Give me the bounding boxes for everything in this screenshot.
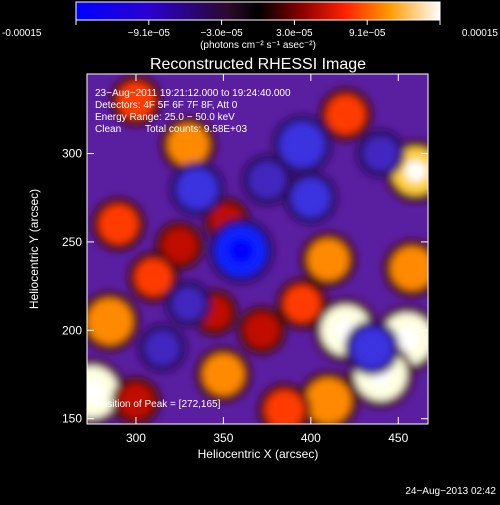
y-axis-label: Heliocentric Y (arcsec) [27,189,41,309]
colorbar-tick-label: 9.1e−05 [349,28,386,39]
heatmap-positive-source [307,238,349,281]
heatmap-positive-source [283,285,321,323]
annotation-clean: Clean [95,124,121,135]
heatmap-source-core [229,239,253,263]
heatmap-negative-source [291,178,331,218]
heatmap-positive-source [390,246,428,291]
heatmap-positive-source [305,378,352,424]
heatmap-positive-source [326,95,366,135]
footer-date: 24−Aug−2013 02:42 [405,486,496,497]
x-tick-label: 350 [213,431,233,445]
colorbar-units-label: (photons cm⁻² s⁻¹ asec⁻²) [200,40,316,51]
y-tick-label: 150 [62,412,82,426]
heatmap-positive-source [118,383,154,419]
colorbar-tick-label: -0.00015 [2,28,42,39]
heatmap-positive-source [167,124,210,166]
heatmap-negative-source [144,330,180,366]
heatmap-image [87,74,428,424]
heatmap-negative-source [248,161,286,199]
heatmap-positive-source [134,258,172,296]
plot-frame [86,73,429,425]
heatmap-positive-source [162,227,198,263]
x-tick-label: 450 [388,431,408,445]
x-tick-label: 300 [126,431,146,445]
y-tick-label: 300 [62,147,82,161]
x-axis-ticks: 300 350 400 450 [126,74,409,445]
annotation-detectors: Detectors: 4F 5F 6F 7F 8F, Att 0 [95,100,238,111]
heatmap-negative-source [351,327,393,369]
heatmap-negative-source [176,168,218,210]
colorbar-tick-label: −9.1e−05 [128,28,171,39]
heatmap-source-core [405,160,427,182]
heatmap-negative-source [363,136,399,172]
annotation-time-range: 23−Aug−2011 19:21:12.000 to 19:24:40.000 [95,88,291,99]
heatmap-positive-source [117,81,155,120]
annotation-energy: Energy Range: 25.0 − 50.0 keV [95,112,235,123]
annotation-peak: Position of Peak = [272,165] [95,399,221,410]
x-tick-label: 400 [301,431,321,445]
colorbar-tick-label: −3.0e−05 [200,28,243,39]
x-axis-label: Heliocentric X (arcsec) [198,447,319,461]
chart-title: Reconstructed RHESSI Image [150,56,366,73]
annotation-total-counts: Total counts: 9.58E+03 [145,124,247,135]
heatmap-source-core [87,380,104,404]
heatmap-positive-source [244,312,280,348]
heatmap-positive-source [98,204,139,244]
heatmap-negative-source [279,121,325,168]
colorbar-ticks: -0.00015 −9.1e−05 −3.0e−05 3.0e−05 9.1e−05 0.… [2,20,498,39]
y-tick-label: 200 [62,323,82,337]
heatmap-positive-source [265,390,305,424]
colorbar-tick-label: 3.0e−05 [276,28,313,39]
y-axis-ticks: 150 200 250 300 [62,147,428,426]
colorbar-tick-label: 0.00015 [462,28,499,39]
heatmap-negative-source [172,287,205,321]
y-tick-label: 250 [62,235,82,249]
heatmap-source-core [395,327,419,351]
heatmap-positive-source [87,298,133,345]
colorbar [75,1,441,21]
heatmap-positive-source [202,353,245,396]
